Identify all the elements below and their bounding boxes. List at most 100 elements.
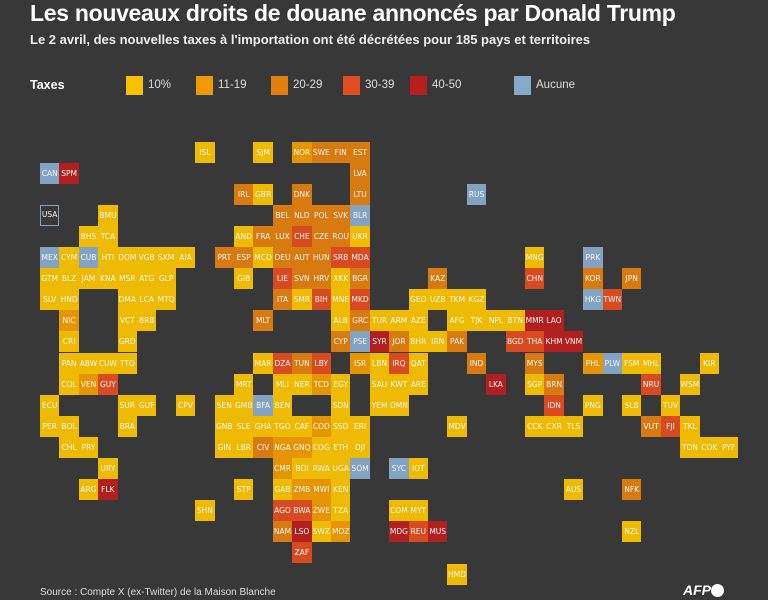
tile-pry: PRY bbox=[78, 436, 99, 458]
tile-ita: ITA bbox=[272, 289, 293, 311]
tile-lva: LVA bbox=[350, 162, 370, 184]
tile-omn: OMN bbox=[389, 394, 409, 416]
tile-mco: MCO bbox=[253, 247, 273, 269]
tile-jam: JAM bbox=[78, 268, 99, 290]
tile-bgr: BGR bbox=[350, 268, 370, 290]
tile-mda: MDA bbox=[350, 247, 370, 269]
legend-swatch-40-50 bbox=[410, 76, 427, 95]
tile-sdn: SDN bbox=[331, 394, 351, 416]
tile-mdv: MDV bbox=[447, 415, 467, 437]
tile-brn: BRN bbox=[544, 373, 564, 395]
tile-aus: AUS bbox=[563, 479, 584, 501]
tile-mtq: MTQ bbox=[156, 289, 176, 311]
tile-hrv: HRV bbox=[311, 268, 331, 290]
tile-ton: TON bbox=[680, 436, 700, 458]
tile-vct: VCT bbox=[117, 310, 137, 332]
tile-egy: EGY bbox=[331, 373, 351, 395]
tile-gbr: GBR bbox=[253, 183, 273, 205]
tile-dnk: DNK bbox=[292, 183, 312, 205]
tile-sxm: SXM bbox=[156, 247, 176, 269]
tile-lbn: LBN bbox=[369, 352, 390, 374]
tile-lby: LBY bbox=[311, 352, 331, 374]
tile-hmd: HMD bbox=[447, 563, 467, 585]
chart-subtitle: Le 2 avril, des nouvelles taxes à l'impo… bbox=[30, 32, 591, 47]
tile-hun: HUN bbox=[311, 247, 331, 269]
afp-logo-dot-icon bbox=[711, 584, 724, 597]
tile-kgz: KGZ bbox=[466, 289, 487, 311]
tile-idn: IDN bbox=[544, 394, 564, 416]
tile-tca: TCA bbox=[98, 225, 118, 247]
tile-chn: CHN bbox=[525, 268, 545, 290]
tile-swz: SWZ bbox=[311, 521, 331, 543]
tile-shn: SHN bbox=[195, 500, 215, 522]
tile-hnd: HND bbox=[59, 289, 79, 311]
tile-dza: DZA bbox=[272, 352, 293, 374]
tile-tjk: TJK bbox=[466, 310, 487, 332]
tile-fsm: FSM bbox=[622, 352, 642, 374]
tile-mhl: MHL bbox=[641, 352, 661, 374]
tile-mys: MYS bbox=[525, 352, 545, 374]
tile-syc: SYC bbox=[389, 458, 409, 480]
tile-ury: URY bbox=[98, 458, 118, 480]
tile-bol: BOL bbox=[59, 415, 79, 437]
tile-usa: USA bbox=[40, 204, 60, 226]
tile-pan: PAN bbox=[59, 352, 79, 374]
legend-label-aucune: Aucune bbox=[536, 79, 576, 91]
tile-gnq: GNQ bbox=[292, 436, 312, 458]
tile-isr: ISR bbox=[350, 352, 370, 374]
tile-syr: SYR bbox=[369, 331, 390, 353]
afp-logo: AFP bbox=[683, 582, 711, 598]
tile-cym: CYM bbox=[59, 247, 79, 269]
tile-aze: AZE bbox=[408, 310, 428, 332]
tile-iot: IOT bbox=[408, 458, 428, 480]
tile-ukr: UKR bbox=[350, 225, 370, 247]
legend-swatch-20-29 bbox=[271, 76, 288, 95]
tile-isl: ISL bbox=[195, 141, 215, 163]
tile-flk: FLK bbox=[98, 479, 118, 501]
tile-dji: DJI bbox=[350, 436, 370, 458]
tile-civ: CIV bbox=[253, 436, 273, 458]
tile-prk: PRK bbox=[583, 247, 603, 269]
tile-hti: HTI bbox=[98, 247, 118, 269]
tile-mdg: MDG bbox=[389, 521, 409, 543]
tile-cok: COK bbox=[699, 436, 719, 458]
tile-slv: SLV bbox=[40, 289, 60, 311]
tile-ago: AGO bbox=[272, 500, 293, 522]
tile-tls: TLS bbox=[563, 415, 584, 437]
tile-lao: LAO bbox=[544, 310, 564, 332]
legend-label-11-19: 11-19 bbox=[218, 79, 247, 91]
tile-twn: TWN bbox=[602, 289, 622, 311]
tile-kwt: KWT bbox=[389, 373, 409, 395]
tile-wsm: WSM bbox=[680, 373, 700, 395]
tile-pyf: PYF bbox=[719, 436, 739, 458]
tile-pol: POL bbox=[311, 204, 331, 226]
tile-mwi: MWI bbox=[311, 479, 331, 501]
tile-bhs: BHS bbox=[78, 225, 99, 247]
tile-ssd: SSD bbox=[331, 415, 351, 437]
tile-sau: SAU bbox=[369, 373, 390, 395]
tile-bmu: BMU bbox=[98, 204, 118, 226]
tile-nam: NAM bbox=[272, 521, 293, 543]
tile-swe: SWE bbox=[311, 141, 331, 163]
tile-aut: AUT bbox=[292, 247, 312, 269]
tile-lso: LSO bbox=[292, 521, 312, 543]
tile-geo: GEO bbox=[408, 289, 428, 311]
tile-myt: MYT bbox=[408, 500, 428, 522]
tile-mmr: MMR bbox=[525, 310, 545, 332]
tile-cod: COD bbox=[311, 415, 331, 437]
tile-esp: ESP bbox=[234, 247, 254, 269]
tile-cub: CUB bbox=[78, 247, 99, 269]
tile-pak: PAK bbox=[447, 331, 467, 353]
tile-che: CHE bbox=[292, 225, 312, 247]
tile-atg: ATG bbox=[137, 268, 157, 290]
tile-arm: ARM bbox=[389, 310, 409, 332]
tile-mng: MNG bbox=[525, 247, 545, 269]
tile-blr: BLR bbox=[350, 204, 370, 226]
tile-grc: GRC bbox=[350, 310, 370, 332]
legend-label-40-50: 40-50 bbox=[432, 79, 462, 91]
tile-ecu: ECU bbox=[40, 394, 60, 416]
tile-kna: KNA bbox=[98, 268, 118, 290]
legend-swatch-10 bbox=[126, 76, 143, 95]
tile-stp: STP bbox=[234, 479, 254, 501]
chart-title: Les nouveaux droits de douane annoncés p… bbox=[30, 0, 676, 26]
